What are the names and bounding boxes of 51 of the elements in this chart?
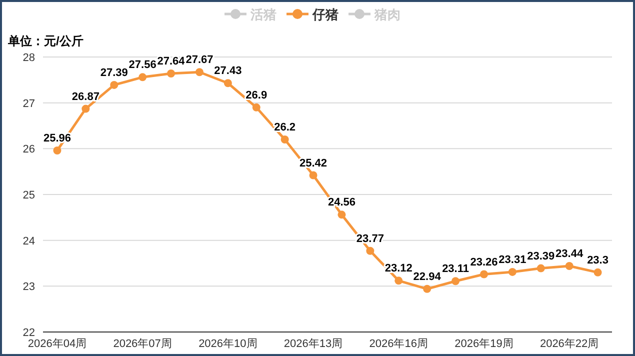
point — [309, 171, 318, 180]
y-tick-label: 25 — [22, 190, 35, 202]
y-tick-label: 26 — [22, 144, 35, 156]
point — [338, 210, 346, 219]
y-tick-label: 27 — [22, 98, 35, 110]
x-tick-label: 2026年16周 — [369, 338, 428, 350]
x-tick-label: 2026年19周 — [454, 338, 514, 350]
point — [508, 268, 516, 276]
data-label: 27.43 — [214, 65, 242, 78]
data-label: 27.67 — [186, 54, 214, 66]
x-tick-label: 2026年04周 — [28, 338, 87, 350]
point — [195, 68, 204, 76]
point — [452, 277, 460, 286]
data-label: 23.26 — [470, 256, 498, 268]
y-tick-label: 23 — [22, 281, 35, 294]
y-tick-label: 28 — [22, 52, 35, 64]
point — [224, 79, 232, 88]
y-tick-label: 24 — [22, 235, 35, 248]
x-tick-label: 2026年10周 — [198, 338, 258, 350]
data-label: 26.2 — [274, 122, 296, 134]
x-tick-label: 2026年22周 — [540, 338, 599, 350]
legend-label: 仔猪 — [312, 7, 338, 22]
point — [110, 80, 118, 89]
data-label: 27.39 — [100, 66, 128, 79]
point — [536, 264, 545, 272]
point — [423, 284, 432, 293]
data-label: 23.31 — [498, 254, 526, 266]
point — [252, 103, 260, 112]
x-tick-label: 2026年07周 — [113, 338, 172, 350]
point — [366, 246, 374, 255]
y-axis-title: 单位：元/公斤 — [7, 34, 84, 48]
data-label: 23.44 — [556, 248, 584, 260]
data-label: 23.39 — [527, 250, 555, 262]
x-tick-label: 2026年13周 — [284, 338, 343, 350]
y-tick-label: 22 — [22, 327, 35, 339]
data-label: 27.64 — [157, 56, 186, 68]
data-label: 27.56 — [128, 59, 156, 72]
data-label: 26.9 — [246, 89, 268, 102]
point — [82, 104, 90, 113]
point — [53, 146, 62, 154]
point — [594, 268, 602, 276]
point — [167, 70, 176, 78]
point — [565, 262, 574, 270]
data-label: 23.11 — [442, 263, 469, 276]
point — [480, 270, 488, 278]
data-label: 26.87 — [72, 90, 100, 103]
point — [138, 73, 147, 82]
data-label: 23.3 — [587, 254, 608, 266]
data-label: 22.94 — [413, 270, 442, 283]
point — [394, 276, 403, 285]
point — [280, 136, 289, 144]
